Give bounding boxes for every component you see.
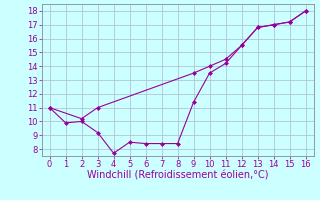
X-axis label: Windchill (Refroidissement éolien,°C): Windchill (Refroidissement éolien,°C): [87, 171, 268, 181]
